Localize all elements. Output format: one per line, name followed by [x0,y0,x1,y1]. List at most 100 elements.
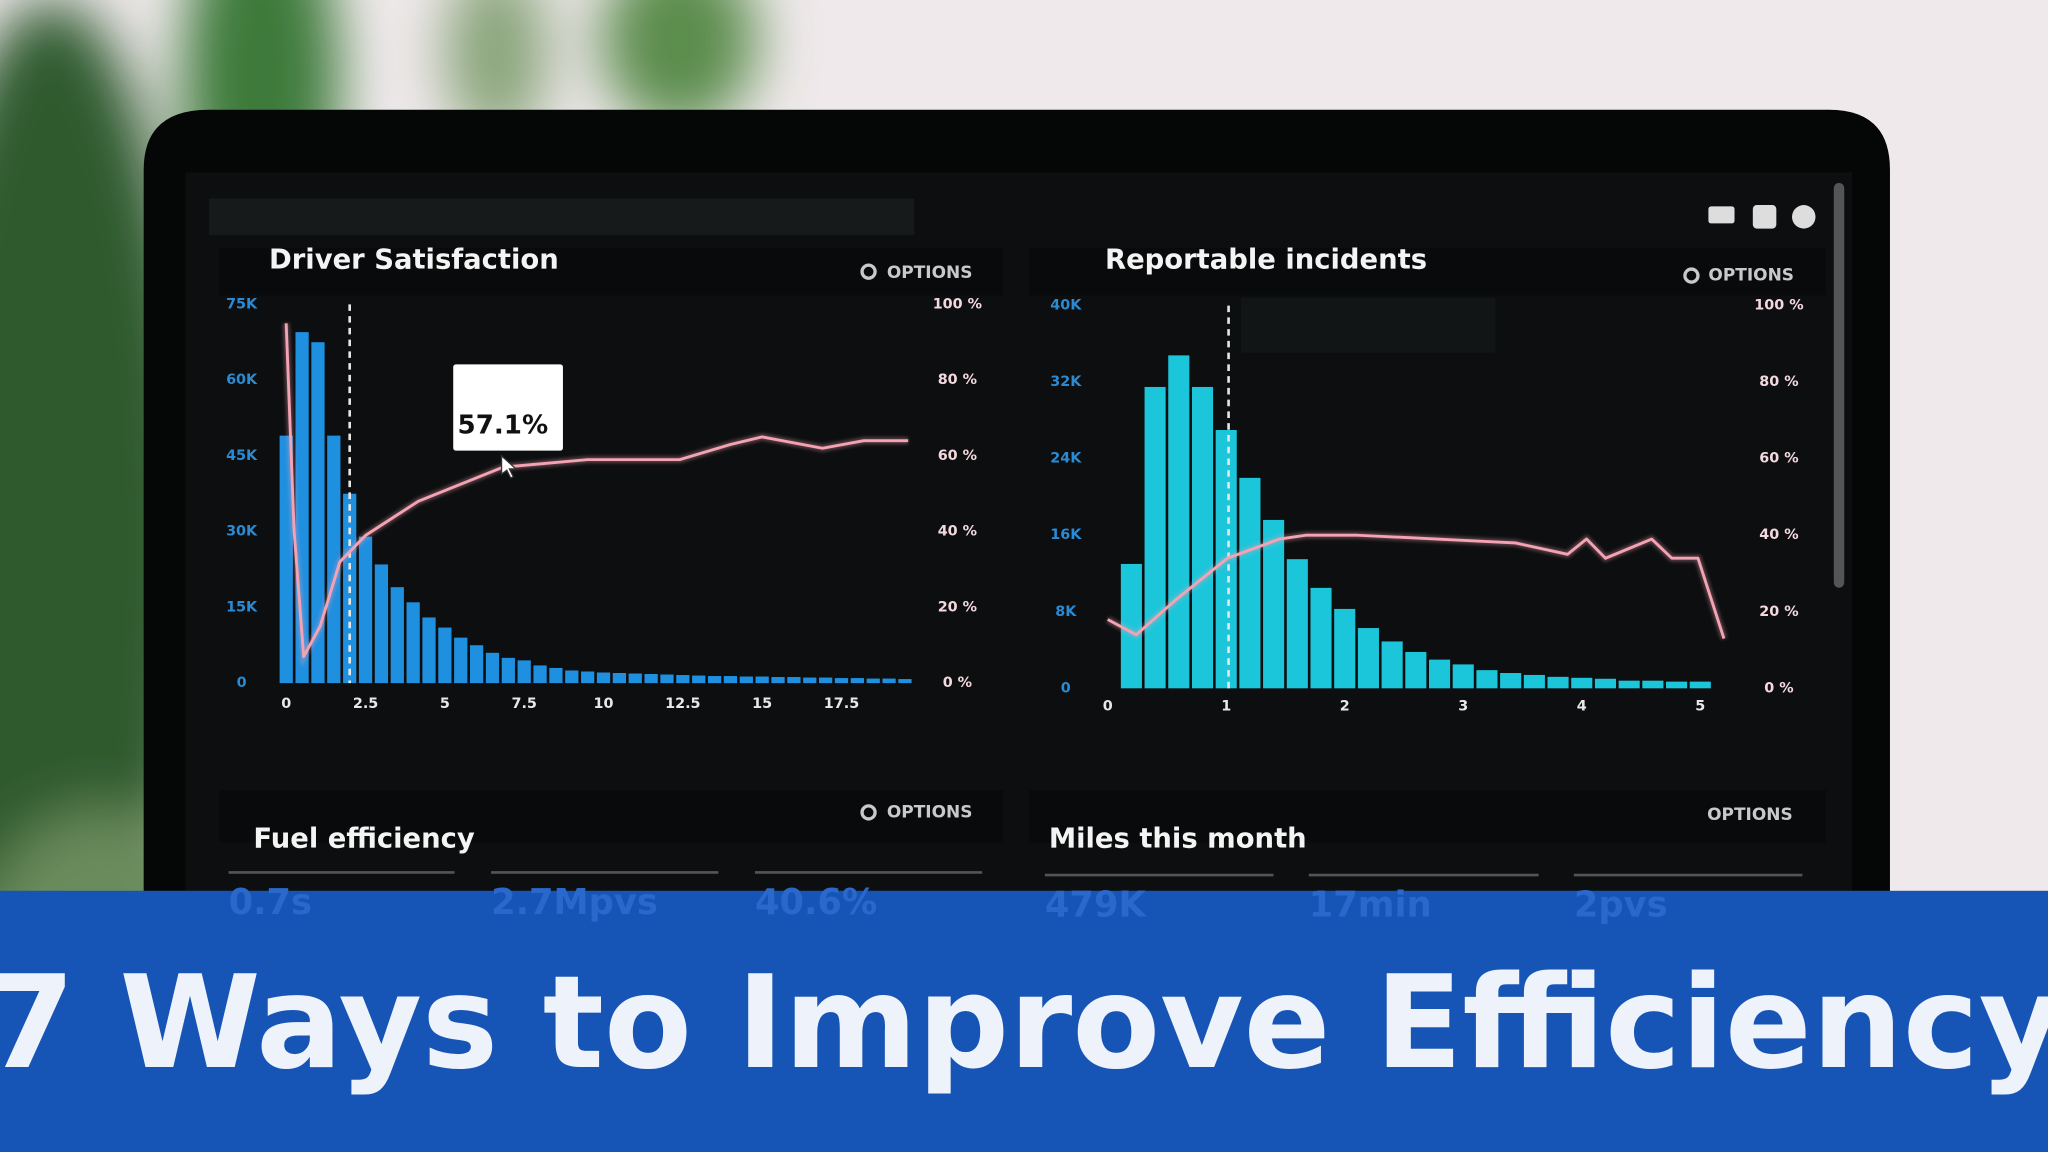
histogram-bar [628,673,642,684]
histogram-bar [660,674,674,684]
histogram-bar [771,677,785,684]
histogram-bar [1381,641,1403,689]
title-banner [0,890,2048,1152]
y-tick-label: 24K [1050,451,1082,467]
histogram-bar [1168,355,1190,689]
tooltip-text: 57.1% [458,410,549,440]
histogram-bar [1120,563,1142,689]
y2-tick-label: 0 % [1764,680,1793,696]
histogram-bar [1476,670,1498,689]
histogram-bar [1547,676,1569,689]
header-bar [208,198,915,236]
histogram-bar [723,676,738,684]
y-tick-label: 15K [226,599,258,615]
histogram-bar [1405,651,1427,689]
histogram-bar [501,657,515,684]
histogram-bar [1523,674,1545,689]
tooltip-box [453,364,563,451]
stat-value: 2.7Mpvs [491,882,658,923]
options-button[interactable]: OPTIONS [887,263,973,283]
y-tick-label: 0 [237,675,247,691]
histogram-bar [1144,386,1166,689]
histogram-bar [549,667,563,684]
histogram-bar [438,627,452,684]
stat-value: 2pvs [1574,884,1668,925]
histogram-bar [422,617,436,684]
histogram-bar [358,536,373,684]
y-tick-label: 8K [1055,604,1077,620]
y2-tick-label: 20 % [1759,604,1798,620]
y-tick-label: 75K [226,296,258,312]
histogram-bar [311,342,325,684]
histogram-bar [1452,664,1474,689]
share-icon[interactable] [1752,205,1777,229]
overlay-line [1107,533,1726,640]
options-button[interactable]: OPTIONS [1708,266,1794,286]
histogram-bar [1191,386,1214,689]
x-tick-label: 0 [281,696,291,712]
x-tick-label: 0 [1103,699,1113,715]
histogram-bar [1571,677,1593,689]
toolbar-icons [1708,205,1816,229]
x-tick-label: 12.5 [665,696,700,712]
y2-tick-label: 60 % [938,448,977,464]
gear-icon [860,263,877,280]
histogram-bar [1334,608,1356,689]
stat-value: 40.6% [755,882,877,923]
histogram-bar [565,670,579,684]
cursor [500,454,518,479]
histogram-bar [692,675,706,684]
y2-tick-label: 40 % [1759,527,1798,543]
panel-header [219,248,1004,296]
histogram-bar [803,677,817,684]
histogram-bar [1310,587,1332,689]
x-tick-label: 5 [1695,699,1705,715]
histogram-bar [644,674,658,684]
panel-title: Fuel efficiency [253,823,475,854]
histogram-bar [1500,673,1522,689]
y-tick-label: 32K [1050,374,1082,390]
stat-value: 0.7s [229,882,312,923]
gear-icon [860,804,877,821]
panel-header [1029,790,1826,843]
y2-tick-label: 100 % [1754,298,1803,314]
histogram-bar [612,673,627,684]
histogram-bar [819,677,833,684]
histogram-bar [485,652,500,684]
histogram-bar [739,676,753,684]
histogram-bar [1642,680,1664,689]
histogram-bar [517,660,531,684]
histogram-bar [327,435,341,684]
stat-value: 479K [1045,884,1148,925]
y-tick-label: 45K [226,448,258,464]
banner-title: 7 Ways to Improve Efficiency [0,949,2048,1098]
panel-title: Miles this month [1049,823,1307,854]
y2-tick-label: 40 % [938,524,977,540]
histogram-bar [374,564,389,684]
x-tick-label: 3 [1458,699,1468,715]
options-button[interactable]: OPTIONS [1707,805,1793,825]
histogram-bar [834,678,849,684]
x-tick-label: 2.5 [353,696,378,712]
histogram-bar [1286,559,1308,689]
y-tick-label: 60K [226,372,258,388]
histogram-bar [1263,519,1285,689]
histogram-bar [1666,681,1688,689]
x-tick-label: 15 [752,696,772,712]
y-tick-label: 40K [1050,298,1082,314]
y-tick-label: 0 [1061,680,1071,696]
y2-tick-label: 80 % [1759,374,1798,390]
x-tick-label: 7.5 [511,696,536,712]
help-icon[interactable] [1792,205,1816,229]
options-button[interactable]: OPTIONS [887,802,973,822]
y2-tick-label: 100 % [933,296,982,312]
x-tick-label: 5 [440,696,450,712]
histogram-bar [454,637,468,684]
chart-title: Driver Satisfaction [269,245,559,276]
histogram-bar [866,678,880,684]
monitor-icon[interactable] [1708,206,1735,224]
histogram-bar [1428,659,1451,689]
x-tick-label: 2 [1340,699,1350,715]
